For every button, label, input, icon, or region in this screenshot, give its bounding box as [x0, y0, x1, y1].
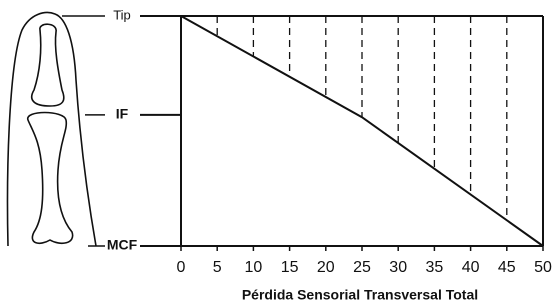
x-tick-label: 20 — [317, 259, 335, 276]
x-tick-label: 30 — [389, 259, 407, 276]
thumb-outline — [8, 13, 96, 246]
y-tick-label: Tip — [113, 7, 131, 22]
x-tick-label: 0 — [177, 259, 186, 276]
thumb-illustration — [8, 13, 96, 246]
x-tick-label: 25 — [353, 259, 371, 276]
x-tick-label: 50 — [534, 259, 552, 276]
x-tick-label: 35 — [426, 259, 444, 276]
x-axis-title: Pérdida Sensorial Transversal Total — [242, 287, 478, 303]
x-tick-label: 40 — [462, 259, 480, 276]
proximal-phalanx — [28, 113, 73, 244]
x-tick-label: 45 — [498, 259, 516, 276]
y-tick-label: MCF — [107, 237, 138, 253]
x-tick-label: 10 — [245, 259, 263, 276]
chart: Pérdida Sensorial Transversal Total Tip I… — [0, 0, 556, 306]
data-line — [181, 16, 543, 246]
y-tick-label: IF — [116, 106, 129, 122]
x-tick-label: 5 — [213, 259, 222, 276]
x-tick-label: 15 — [281, 259, 299, 276]
distal-phalanx — [32, 24, 64, 106]
page: {"chart_data":{"type":"line","x_label":"… — [0, 0, 556, 306]
